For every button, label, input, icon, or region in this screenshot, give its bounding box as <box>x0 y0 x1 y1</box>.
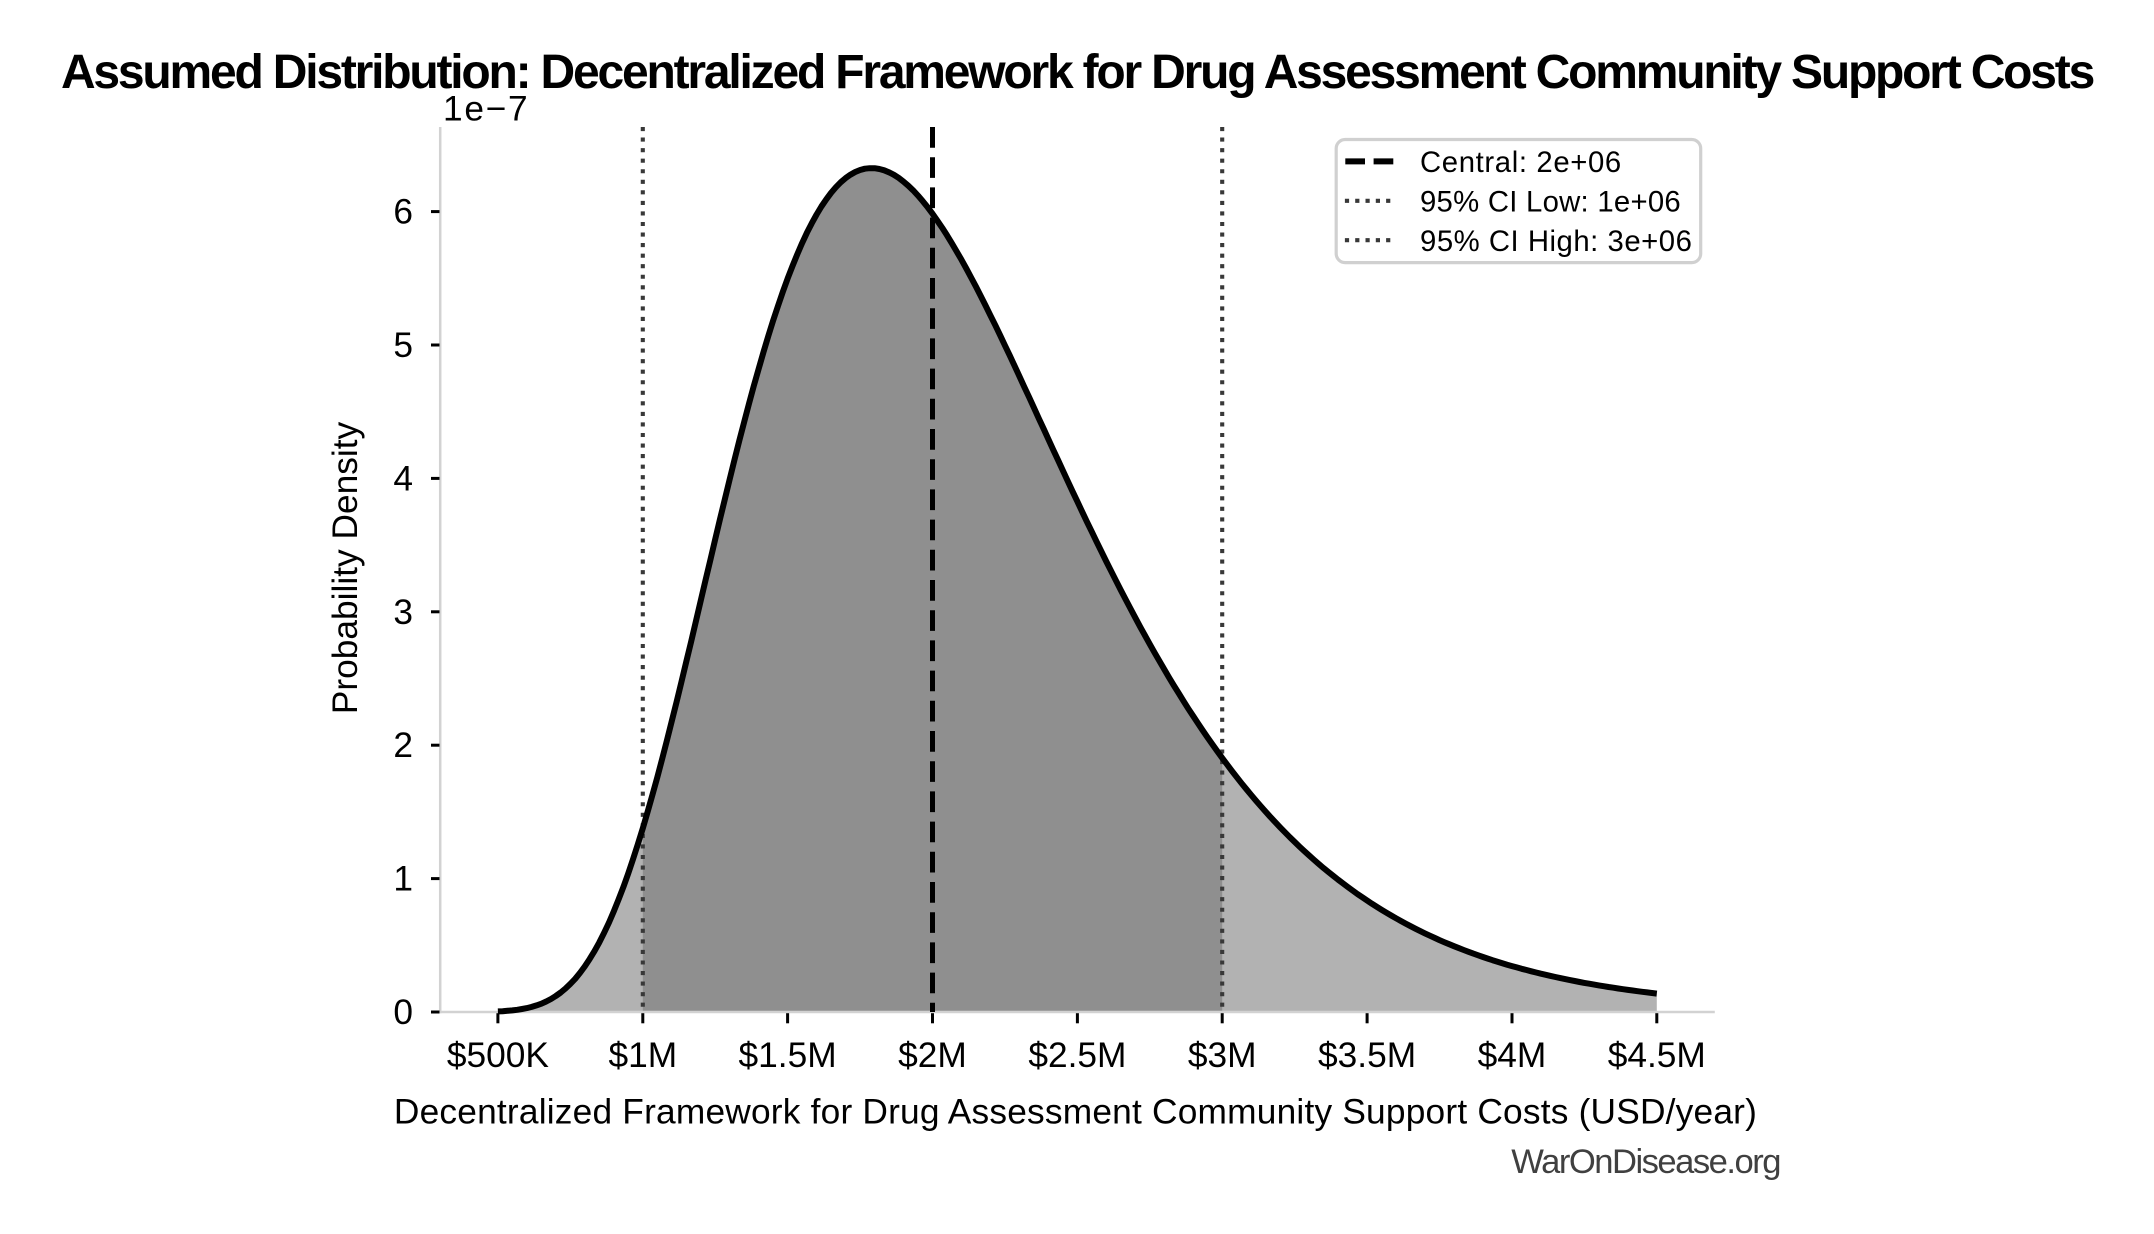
svg-text:4: 4 <box>393 459 413 498</box>
svg-text:95% CI High: 3e+06: 95% CI High: 3e+06 <box>1420 225 1692 258</box>
svg-text:Decentralized Framework for Dr: Decentralized Framework for Drug Assessm… <box>394 1092 1757 1131</box>
svg-text:95% CI Low: 1e+06: 95% CI Low: 1e+06 <box>1420 185 1681 218</box>
svg-text:$1M: $1M <box>608 1036 677 1075</box>
svg-text:$3M: $3M <box>1188 1036 1257 1075</box>
svg-text:Probability Density: Probability Density <box>326 422 365 715</box>
svg-text:3: 3 <box>393 593 413 632</box>
svg-text:1e−7: 1e−7 <box>443 89 529 128</box>
svg-text:$4M: $4M <box>1478 1036 1547 1075</box>
svg-text:$1.5M: $1.5M <box>739 1036 837 1075</box>
svg-text:Central: 2e+06: Central: 2e+06 <box>1420 146 1622 179</box>
svg-text:$3.5M: $3.5M <box>1318 1036 1416 1075</box>
svg-text:Assumed Distribution: Decentra: Assumed Distribution: Decentralized Fram… <box>61 46 2094 99</box>
svg-text:6: 6 <box>393 193 413 232</box>
svg-text:5: 5 <box>393 326 413 365</box>
svg-text:$2M: $2M <box>898 1036 967 1075</box>
svg-text:$500K: $500K <box>447 1036 550 1075</box>
svg-text:1: 1 <box>393 860 413 899</box>
svg-text:0: 0 <box>393 993 413 1032</box>
svg-text:$4.5M: $4.5M <box>1608 1036 1706 1075</box>
svg-text:2: 2 <box>393 726 413 765</box>
svg-text:$2.5M: $2.5M <box>1028 1036 1126 1075</box>
svg-text:WarOnDisease.org: WarOnDisease.org <box>1511 1143 1780 1181</box>
